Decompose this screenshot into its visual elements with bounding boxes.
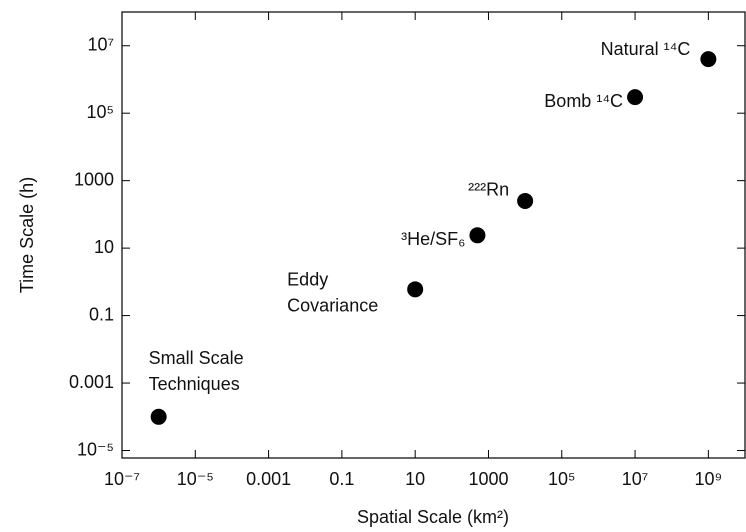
- y-tick-label: 1000: [74, 169, 114, 189]
- x-tick-label: 10⁻⁵: [177, 469, 214, 489]
- x-tick-label: 10⁻⁷: [104, 469, 140, 489]
- point: [627, 89, 644, 106]
- y-tick-label: 10⁷: [87, 34, 114, 54]
- x-tick-label: 0.001: [246, 469, 291, 489]
- y-axis-label: Time Scale (h): [17, 177, 37, 293]
- point-label: Small Scale Techniques: [149, 348, 244, 394]
- point-label: Eddy Covariance: [287, 269, 378, 315]
- y-tick-label: 0.1: [89, 304, 114, 324]
- x-tick-label: 10⁷: [622, 469, 649, 489]
- x-tick-label: 10⁹: [694, 469, 722, 489]
- x-tick-label: 1000: [468, 469, 508, 489]
- x-tick-label: 0.1: [329, 469, 354, 489]
- y-tick-label: 10: [94, 237, 114, 257]
- plot-frame: [121, 11, 746, 459]
- x-tick-label: 10: [405, 469, 425, 489]
- point: [407, 281, 424, 298]
- point: [150, 408, 167, 425]
- y-tick-label: 10⁻⁵: [77, 439, 114, 459]
- point: [469, 227, 486, 244]
- point-label: Bomb ¹⁴C: [544, 91, 623, 111]
- y-tick-label: 0.001: [69, 372, 114, 392]
- point-label: ²²²Rn: [468, 180, 509, 200]
- y-tick-label: 10⁵: [87, 102, 114, 122]
- point: [517, 192, 534, 209]
- x-tick-label: 10⁵: [548, 469, 575, 489]
- x-axis-label: Spatial Scale (km²): [357, 507, 509, 527]
- point-label: Natural ¹⁴C: [601, 39, 691, 59]
- point: [700, 51, 717, 68]
- point-label: ³He/SF₆: [401, 229, 465, 249]
